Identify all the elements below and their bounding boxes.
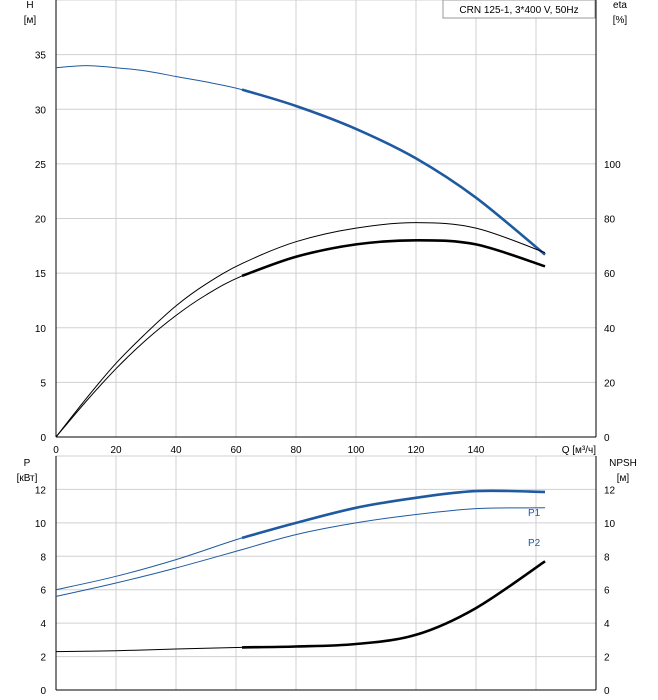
bottom-y2-tick-label: 6 [604, 586, 610, 597]
curves [55, 65, 546, 653]
curve-h-bold [241, 88, 546, 256]
top-y2-tick-label: 100 [604, 160, 621, 171]
bottom-y2-tick-label: 4 [604, 619, 610, 630]
x-tick-label: 40 [170, 445, 182, 456]
x-tick-label: 80 [290, 445, 302, 456]
bottom-y2-tick-label: 8 [604, 552, 610, 563]
top-y-tick-label: 0 [40, 433, 46, 444]
top-y-tick-label: 25 [35, 160, 47, 171]
bottom-left-axis-label-top: P [24, 458, 31, 469]
x-tick-label: 20 [110, 445, 122, 456]
bottom-y2-tick-label: 10 [604, 519, 616, 530]
series-label-p2: P2 [528, 538, 541, 549]
x-tick-label: 60 [230, 445, 242, 456]
x-tick-label: 100 [348, 445, 365, 456]
top-y-tick-label: 5 [40, 378, 46, 389]
bottom-y2-tick-label: 0 [604, 686, 610, 697]
bottom-y-tick-label: 8 [40, 552, 46, 563]
bottom-right-axis-label-unit: [м] [617, 473, 630, 484]
curve-p1-thin [55, 490, 546, 591]
x-tick-label: 120 [408, 445, 425, 456]
curve-p1-bold [241, 489, 546, 540]
top-y2-tick-label: 60 [604, 269, 616, 280]
top-left-axis-label-unit: [м] [24, 15, 37, 26]
bottom-y-tick-label: 10 [35, 519, 47, 530]
top-y-tick-label: 20 [35, 215, 47, 226]
top-y2-tick-label: 20 [604, 378, 616, 389]
top-y-tick-label: 15 [35, 269, 47, 280]
curve-eta-thin [55, 222, 546, 438]
top-chart-grid [55, 0, 597, 438]
top-y2-tick-label: 80 [604, 215, 616, 226]
title-box [442, 0, 596, 19]
bottom-y2-tick-label: 2 [604, 653, 610, 664]
top-left-axis-label-top: H [26, 0, 33, 11]
curve-npsh-thin [55, 560, 546, 653]
curve-h-thin [55, 65, 546, 255]
curve-eta-bold-thin [55, 239, 546, 438]
tick-labels: 0 20 40 60 80 100 120 1400510152025303502040608… [35, 51, 621, 697]
top-right-axis-label-top: eta [613, 0, 627, 11]
series-label-p1: P1 [528, 508, 541, 519]
bottom-y-tick-label: 6 [40, 586, 46, 597]
top-y2-tick-label: 40 [604, 324, 616, 335]
bottom-y-tick-label: 2 [40, 653, 46, 664]
bottom-y-tick-label: 12 [35, 485, 47, 496]
top-y-tick-label: 30 [35, 105, 47, 116]
top-y-tick-label: 35 [35, 51, 47, 62]
curve-p2-thin [55, 507, 546, 597]
curve-eta-bold-bold [241, 238, 546, 278]
curve-npsh-bold [241, 560, 546, 649]
x-tick-label: 0 [53, 445, 59, 456]
bottom-y-tick-label: 0 [40, 686, 46, 697]
bottom-left-axis-label-unit: [кВт] [17, 473, 38, 484]
top-y2-tick-label: 0 [604, 433, 610, 444]
top-right-axis-label-unit: [%] [613, 15, 628, 26]
bottom-right-axis-label-top: NPSH [609, 458, 637, 469]
x-tick-label: 140 [468, 445, 485, 456]
chart-title: CRN 125-1, 3*400 V, 50Hz [459, 5, 578, 16]
bottom-y2-tick-label: 12 [604, 485, 616, 496]
top-y-tick-label: 10 [35, 324, 47, 335]
x-axis-label: Q [м³/ч] [562, 445, 597, 456]
bottom-y-tick-label: 4 [40, 619, 46, 630]
